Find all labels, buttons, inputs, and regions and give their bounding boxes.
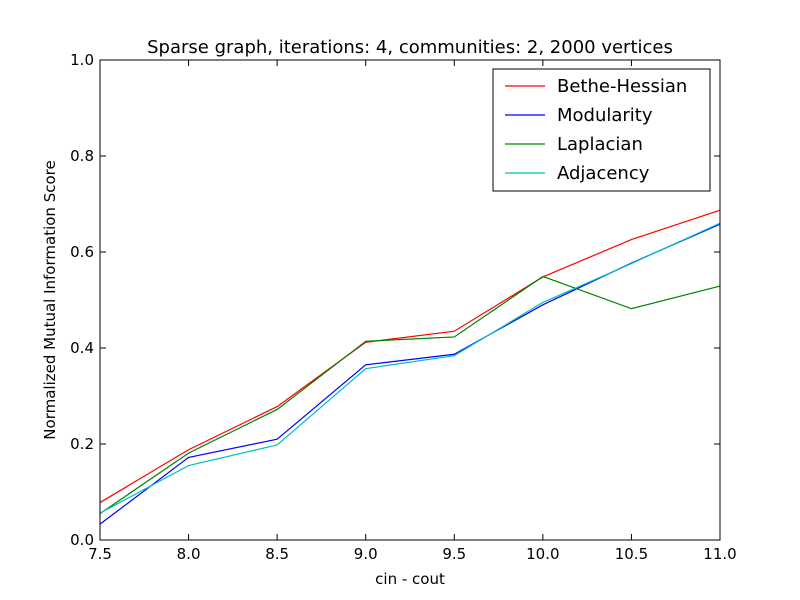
legend-label-adjacency: Adjacency — [557, 163, 650, 184]
x-tick-label: 7.5 — [88, 545, 112, 563]
series-line-adjacency — [99, 222, 721, 514]
legend-label-laplacian: Laplacian — [557, 134, 643, 155]
x-tick-label: 9.5 — [442, 545, 466, 563]
y-tick-label: 0.8 — [70, 147, 94, 165]
legend-label-bethe-hessian: Bethe-Hessian — [557, 76, 687, 97]
legend: Bethe-Hessian Modularity Laplacian Adjacenc… — [492, 68, 711, 192]
y-tick-label: 0.6 — [70, 243, 94, 261]
x-axis-label: cin - cout — [375, 570, 445, 588]
x-tick-label: 9.0 — [354, 545, 378, 563]
legend-box — [492, 68, 711, 192]
series-line-bethe-hessian — [99, 209, 721, 504]
y-tick-label: 0.0 — [70, 531, 94, 549]
y-tick-label: 0.2 — [70, 435, 94, 453]
legend-label-modularity: Modularity — [557, 105, 653, 126]
chart-title: Sparse graph, iterations: 4, communities… — [147, 37, 673, 58]
x-tick-label: 10.0 — [526, 545, 559, 563]
x-tick-label: 8.0 — [177, 545, 201, 563]
x-tick-label: 8.5 — [265, 545, 289, 563]
y-axis-label: Normalized Mutual Information Score — [41, 160, 59, 439]
y-tick-label: 0.4 — [70, 339, 94, 357]
y-tick-label: 1.0 — [70, 51, 94, 69]
x-tick-label: 10.5 — [615, 545, 648, 563]
plot-frame — [99, 59, 721, 541]
x-tick-label: 11.0 — [703, 545, 736, 563]
series-line-laplacian — [99, 275, 721, 515]
